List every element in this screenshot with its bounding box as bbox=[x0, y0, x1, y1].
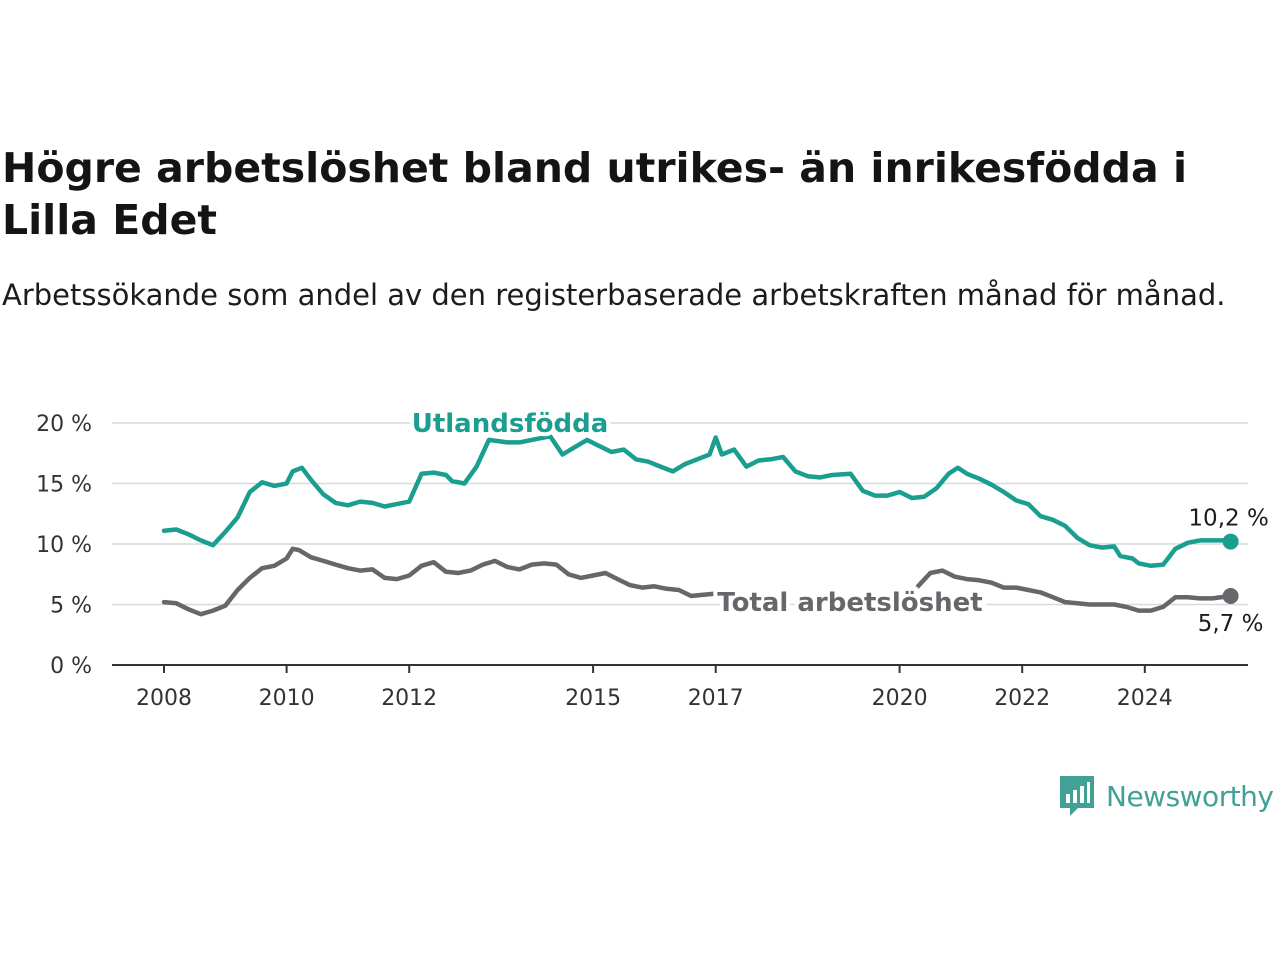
series-line-utlandsfödda bbox=[161, 434, 1233, 569]
x-tick-label: 2024 bbox=[1117, 686, 1173, 710]
x-tick-label: 2022 bbox=[994, 686, 1050, 710]
y-tick-label: 15 % bbox=[36, 473, 92, 498]
series-lines bbox=[161, 434, 1239, 617]
series-line-total-arbetslöshet bbox=[915, 568, 1233, 613]
series-label-utlandsfodda: Utlandsfödda bbox=[412, 409, 609, 439]
x-tick-label: 2008 bbox=[136, 686, 192, 710]
x-tick-label: 2010 bbox=[259, 686, 315, 710]
y-tick-label: 10 % bbox=[36, 533, 92, 558]
end-point-total-arbetslöshet bbox=[1222, 588, 1239, 605]
newsworthy-logo-icon bbox=[1060, 776, 1094, 816]
x-tick-label: 2015 bbox=[565, 686, 621, 710]
end-value-label-utlandsfodda: 10,2 % bbox=[1188, 506, 1268, 532]
end-value-label-total: 5,7 % bbox=[1198, 611, 1264, 637]
y-tick-label: 5 % bbox=[50, 594, 92, 619]
y-axis-ticks: 0 % 5 % 10 % 15 % 20 % bbox=[36, 412, 92, 679]
series-labels: Utlandsfödda Total arbetslöshet 10,2 % 5,7 … bbox=[408, 405, 1269, 637]
x-tick-label: 2012 bbox=[381, 686, 437, 710]
chart-subtitle: Arbetssökande som andel av den registerb… bbox=[2, 278, 1226, 312]
y-tick-label: 20 % bbox=[36, 412, 92, 437]
brand-name: Newsworthy bbox=[1106, 779, 1274, 813]
line-chart: 0 %5 %10 %15 %20 % 2008 2010 2012 2015 2017 2… bbox=[36, 405, 1269, 710]
x-tick-label: 2017 bbox=[688, 686, 744, 710]
y-tick-label: 0 % bbox=[50, 654, 92, 679]
gridlines bbox=[112, 422, 1248, 606]
x-axis: 2008 2010 2012 2015 2017 2020 2022 2024 bbox=[112, 664, 1248, 710]
end-point-utlandsfödda bbox=[1222, 533, 1239, 550]
series-line-total-arbetslöshet bbox=[161, 546, 725, 617]
x-tick-label: 2020 bbox=[872, 686, 928, 710]
newsworthy-logo: Newsworthy bbox=[1058, 774, 1274, 818]
series-label-total-arbetsloshet: Total arbetslöshet bbox=[717, 588, 982, 618]
chart-title: Högre arbetslöshet bland utrikes- än inr… bbox=[2, 144, 1187, 244]
